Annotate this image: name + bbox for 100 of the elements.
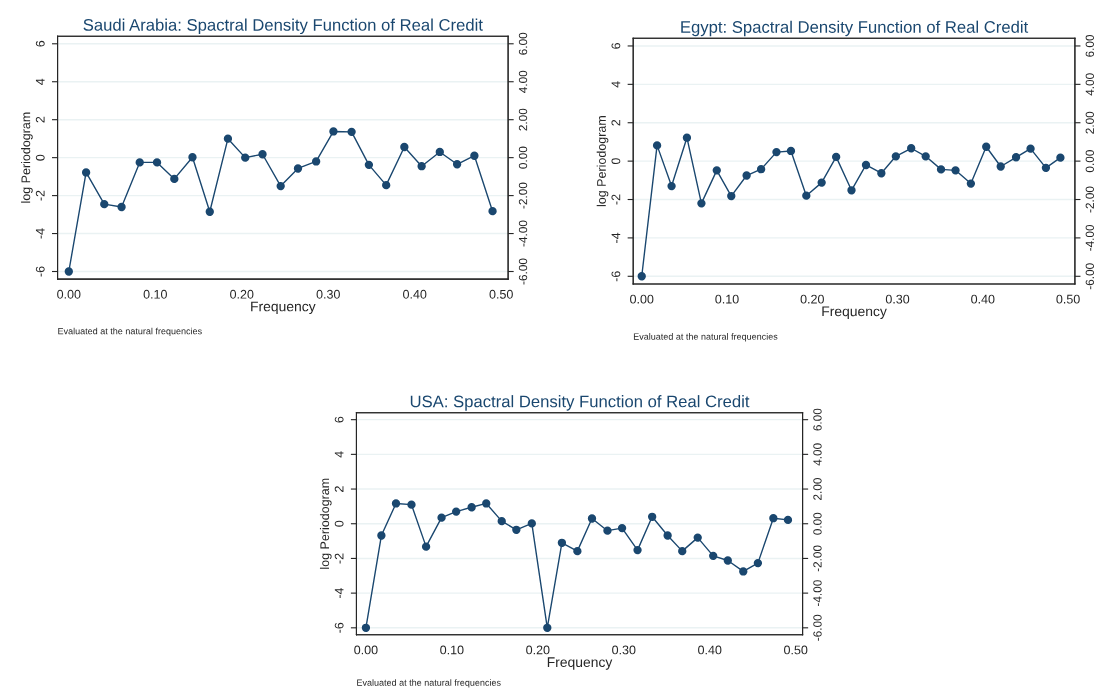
y2-tick-label: -2.00: [518, 182, 528, 209]
y-tick-label: -2: [334, 553, 344, 564]
point: [921, 152, 930, 161]
x-tick-label: 0.30: [885, 294, 910, 304]
y-tick-label: -6: [334, 622, 344, 633]
y-tick-label: 2: [35, 116, 45, 123]
point: [667, 181, 676, 191]
point: [329, 127, 338, 136]
x-tick-label: 0.10: [440, 645, 464, 655]
point: [982, 142, 991, 151]
point: [936, 165, 946, 174]
point: [769, 514, 778, 523]
x-tick-label: 0.50: [1056, 294, 1080, 304]
point: [258, 150, 267, 159]
point: [1041, 163, 1051, 173]
x-tick-label: 0.20: [800, 294, 824, 304]
point: [637, 272, 646, 281]
y2-tick-label: 6.00: [813, 408, 822, 431]
text: Evaluated at the natural frequencies: [633, 333, 778, 342]
point: [527, 519, 536, 528]
point: [364, 160, 374, 170]
x-tick-label: 0.10: [143, 289, 167, 299]
point: [603, 526, 612, 535]
point: [223, 134, 233, 143]
text: Evaluated at the natural frequencies: [58, 327, 202, 337]
y2-tick-label: 0.00: [813, 512, 822, 535]
x-tick-label: 0.30: [316, 289, 340, 299]
y2-tick-label: -6.00: [813, 614, 822, 641]
point: [417, 162, 426, 171]
point: [512, 525, 521, 534]
point: [470, 151, 479, 160]
y-tick-label: 6: [611, 43, 621, 49]
point: [907, 144, 916, 153]
chart-title: Egypt: Spactral Density Function of Real Credit: [681, 20, 1029, 37]
x-tick-label: 0.20: [526, 645, 550, 655]
point: [877, 169, 886, 178]
point: [693, 533, 702, 542]
y-tick-label: -6: [611, 271, 621, 282]
point: [407, 500, 416, 509]
point: [727, 191, 736, 201]
point: [497, 516, 506, 526]
point: [742, 171, 751, 180]
y2-tick-label: -4.00: [518, 220, 528, 247]
point: [739, 567, 748, 576]
y2-tick-label: 6.00: [518, 32, 528, 55]
x-tick-label: 0.40: [698, 645, 722, 655]
x-axis-title: Frequency: [251, 301, 316, 315]
y2-tick-label: -2.00: [813, 545, 822, 572]
text: Evaluated at the natural frequencies: [357, 679, 501, 688]
point: [891, 152, 900, 161]
y-tick-label: -2: [611, 194, 621, 205]
y-tick-label: -4: [35, 228, 45, 239]
x-tick-label: 0.00: [630, 294, 654, 304]
point: [678, 546, 687, 556]
y2-tick-label: 2.00: [1085, 111, 1094, 134]
x-tick-label: 0.20: [230, 289, 254, 299]
point: [117, 202, 126, 212]
y2-tick-label: -4.00: [813, 580, 822, 607]
y2-tick-label: 4.00: [1085, 73, 1094, 96]
y-axis-title: log Periodogram: [21, 112, 33, 203]
x-tick-label: 0.30: [612, 645, 636, 655]
y-tick-label: 0: [611, 158, 621, 165]
y-tick-label: 2: [334, 486, 344, 492]
point: [1011, 153, 1021, 162]
x-tick-label: 0.10: [715, 294, 739, 304]
point: [347, 127, 356, 136]
x-tick-label: 0.00: [57, 289, 81, 299]
point: [756, 165, 766, 174]
y-tick-label: 0: [334, 520, 344, 527]
point: [573, 546, 582, 556]
point: [421, 542, 431, 551]
point: [753, 558, 763, 568]
point: [170, 174, 179, 184]
point: [543, 623, 552, 632]
point: [996, 162, 1005, 171]
y2-tick-label: -6.00: [518, 258, 528, 285]
point: [382, 180, 391, 190]
point: [772, 147, 781, 157]
point: [377, 531, 386, 540]
chart-title: Saudi Arabia: Spactral Density Function of Real Credit: [83, 18, 483, 35]
point: [452, 507, 461, 516]
y2-tick-label: 2.00: [813, 478, 822, 500]
y2-tick-label: -2.00: [1085, 186, 1094, 213]
point: [682, 133, 692, 142]
point: [951, 166, 960, 175]
y-tick-label: 0: [35, 154, 45, 161]
point: [361, 623, 371, 632]
point: [400, 142, 409, 152]
point: [647, 512, 657, 521]
point: [697, 199, 706, 208]
point: [1026, 144, 1035, 153]
point: [435, 147, 444, 157]
point: [482, 499, 491, 508]
y-tick-label: 6: [334, 416, 344, 423]
y-tick-label: -6: [35, 266, 45, 277]
y2-tick-label: 4.00: [813, 443, 822, 466]
x-tick-label: 0.40: [403, 289, 427, 299]
y-axis-title: log Periodogram: [319, 478, 332, 569]
y2-tick-label: 0.00: [518, 146, 528, 169]
point: [135, 158, 144, 167]
